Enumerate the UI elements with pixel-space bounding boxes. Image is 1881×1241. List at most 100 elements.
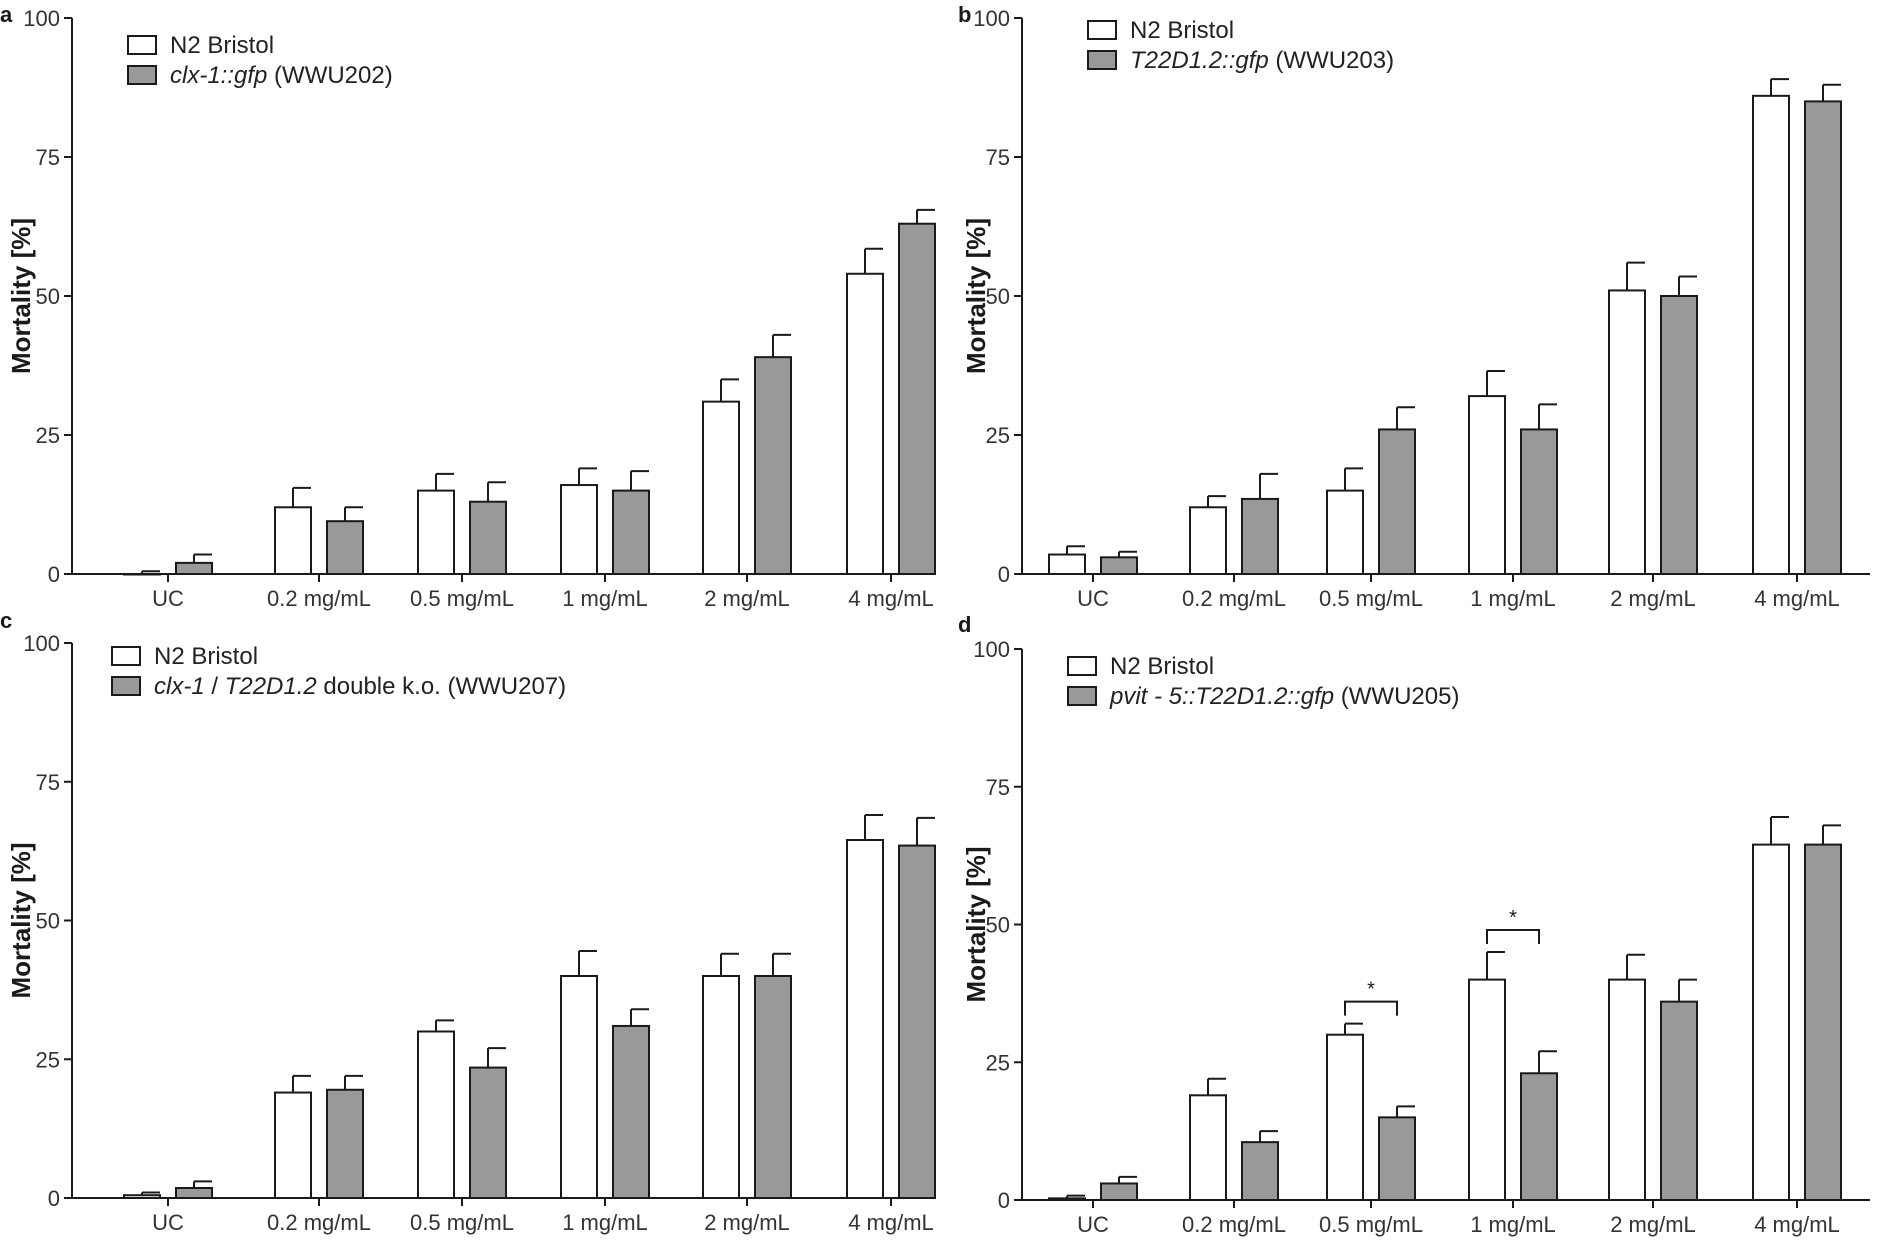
panel-a: a 0 25 50 75 100 Mortality [%] UC 0.2 mg/mL 0.5 m… — [0, 2, 936, 611]
bar-n2-bristol-2 — [1326, 489, 1364, 576]
legend-swatch — [1067, 656, 1097, 676]
bar-n2-bristol-1 — [274, 1091, 312, 1200]
panel-letter: d — [958, 612, 971, 637]
bar-mutant-4 — [1660, 1000, 1698, 1202]
y-tick-label: 75 — [986, 145, 1010, 170]
significance-bracket — [1344, 1000, 1398, 1016]
x-tick-label: UC — [152, 586, 184, 611]
y-tick-label: 50 — [36, 284, 60, 309]
x-tick-label: 2 mg/mL — [704, 1210, 790, 1235]
bar-n2-bristol-1 — [274, 506, 312, 575]
bar-mutant-2 — [1378, 1116, 1416, 1201]
bar-n2-bristol-0 — [1048, 553, 1086, 575]
bar-n2-bristol-2 — [417, 489, 455, 576]
bar-mutant-3 — [1520, 428, 1558, 575]
x-tick-label: UC — [152, 1210, 184, 1235]
y-tick-label: 50 — [986, 284, 1010, 309]
x-tick-label: 0.2 mg/mL — [1182, 586, 1286, 611]
bar-mutant-5 — [898, 222, 936, 575]
bar-mutant-5 — [1804, 100, 1842, 576]
bar-n2-bristol-5 — [1752, 843, 1790, 1201]
bar-n2-bristol-1 — [1189, 506, 1227, 575]
bar-mutant-2 — [469, 1066, 507, 1199]
legend-swatch — [1087, 20, 1117, 40]
x-tick-label: 2 mg/mL — [704, 586, 790, 611]
bar-n2-bristol-2 — [1326, 1033, 1364, 1201]
panel-letter: c — [0, 608, 12, 633]
x-tick-label: 4 mg/mL — [848, 586, 934, 611]
y-tick-label: 75 — [36, 770, 60, 795]
bar-n2-bristol-3 — [560, 975, 598, 1199]
bar-mutant-4 — [754, 356, 792, 575]
bar-mutant-4 — [754, 975, 792, 1199]
legend-label: N2 Bristol — [1110, 653, 1214, 680]
bar-mutant-2 — [1378, 428, 1416, 575]
significance-label: * — [1509, 907, 1517, 929]
x-tick-label: 2 mg/mL — [1610, 586, 1696, 611]
x-tick-label: 0.2 mg/mL — [267, 1210, 371, 1235]
x-tick-label: 1 mg/mL — [1470, 1212, 1556, 1237]
legend-swatch — [127, 35, 157, 55]
bar-n2-bristol-5 — [1752, 94, 1790, 575]
y-tick-label: 25 — [36, 423, 60, 448]
bar-mutant-1 — [1241, 1141, 1279, 1202]
panel-letter: a — [0, 2, 13, 27]
y-tick-label: 100 — [973, 637, 1010, 662]
bar-mutant-1 — [326, 520, 364, 575]
legend-label: clx-1 / T22D1.2 double k.o. (WWU207) — [154, 673, 566, 700]
x-tick-label: 0.5 mg/mL — [1319, 1212, 1423, 1237]
bar-mutant-0 — [1100, 556, 1138, 576]
bar-n2-bristol-2 — [417, 1030, 455, 1199]
y-tick-label: 75 — [986, 775, 1010, 800]
x-tick-label: 4 mg/mL — [1754, 586, 1840, 611]
x-tick-label: 0.2 mg/mL — [267, 586, 371, 611]
y-tick-label: 25 — [986, 1050, 1010, 1075]
bar-mutant-1 — [1241, 497, 1279, 575]
bar-mutant-1 — [326, 1088, 364, 1200]
legend-label: clx-1::gfp (WWU202) — [170, 62, 393, 89]
y-axis-title: Mortality [%] — [6, 843, 36, 999]
bar-n2-bristol-4 — [702, 400, 740, 576]
y-tick-label: 75 — [36, 145, 60, 170]
legend-label: N2 Bristol — [154, 643, 258, 670]
bar-mutant-5 — [898, 844, 936, 1199]
bar-n2-bristol-1 — [1189, 1094, 1227, 1202]
x-tick-label: 1 mg/mL — [1470, 586, 1556, 611]
x-tick-label: 1 mg/mL — [562, 1210, 648, 1235]
panel-c: c 0 25 50 75 100 Mortality [%] UC 0.2 mg/mL 0.5 m… — [0, 608, 936, 1235]
y-tick-label: 0 — [48, 1186, 60, 1211]
x-tick-label: 4 mg/mL — [848, 1210, 934, 1235]
legend-label: N2 Bristol — [1130, 17, 1234, 44]
bar-n2-bristol-3 — [560, 484, 598, 576]
bar-mutant-3 — [612, 1024, 650, 1199]
bar-n2-bristol-5 — [846, 839, 884, 1200]
legend-label: T22D1.2::gfp (WWU203) — [1130, 47, 1394, 74]
legend-swatch — [111, 646, 141, 666]
legend-label: pvit - 5::T22D1.2::gfp (WWU205) — [1109, 683, 1459, 710]
significance-bracket — [1486, 929, 1540, 945]
x-tick-label: 4 mg/mL — [1754, 1212, 1840, 1237]
bar-mutant-0 — [1100, 1182, 1138, 1201]
bar-n2-bristol-3 — [1468, 395, 1506, 575]
legend-swatch — [1067, 686, 1097, 706]
bar-n2-bristol-4 — [1608, 289, 1646, 575]
y-axis-title: Mortality [%] — [961, 847, 991, 1003]
legend-swatch — [127, 65, 157, 85]
y-tick-label: 25 — [36, 1047, 60, 1072]
bar-mutant-4 — [1660, 295, 1698, 575]
panel-b: b 0 25 50 75 100 Mortality [%] UC 0.2 mg/mL 0.5 m… — [958, 2, 1870, 611]
x-tick-label: 0.5 mg/mL — [1319, 586, 1423, 611]
y-tick-label: 0 — [998, 1188, 1010, 1213]
legend-swatch — [111, 676, 141, 696]
y-tick-label: 0 — [48, 562, 60, 587]
bar-n2-bristol-0 — [123, 1194, 161, 1199]
y-tick-label: 50 — [36, 909, 60, 934]
x-tick-label: 0.5 mg/mL — [410, 1210, 514, 1235]
bar-mutant-3 — [1520, 1072, 1558, 1202]
bar-n2-bristol-0 — [123, 573, 161, 576]
y-tick-label: 100 — [23, 631, 60, 656]
x-tick-label: 0.2 mg/mL — [1182, 1212, 1286, 1237]
y-axis-title: Mortality [%] — [6, 218, 36, 374]
bar-mutant-0 — [175, 561, 213, 576]
